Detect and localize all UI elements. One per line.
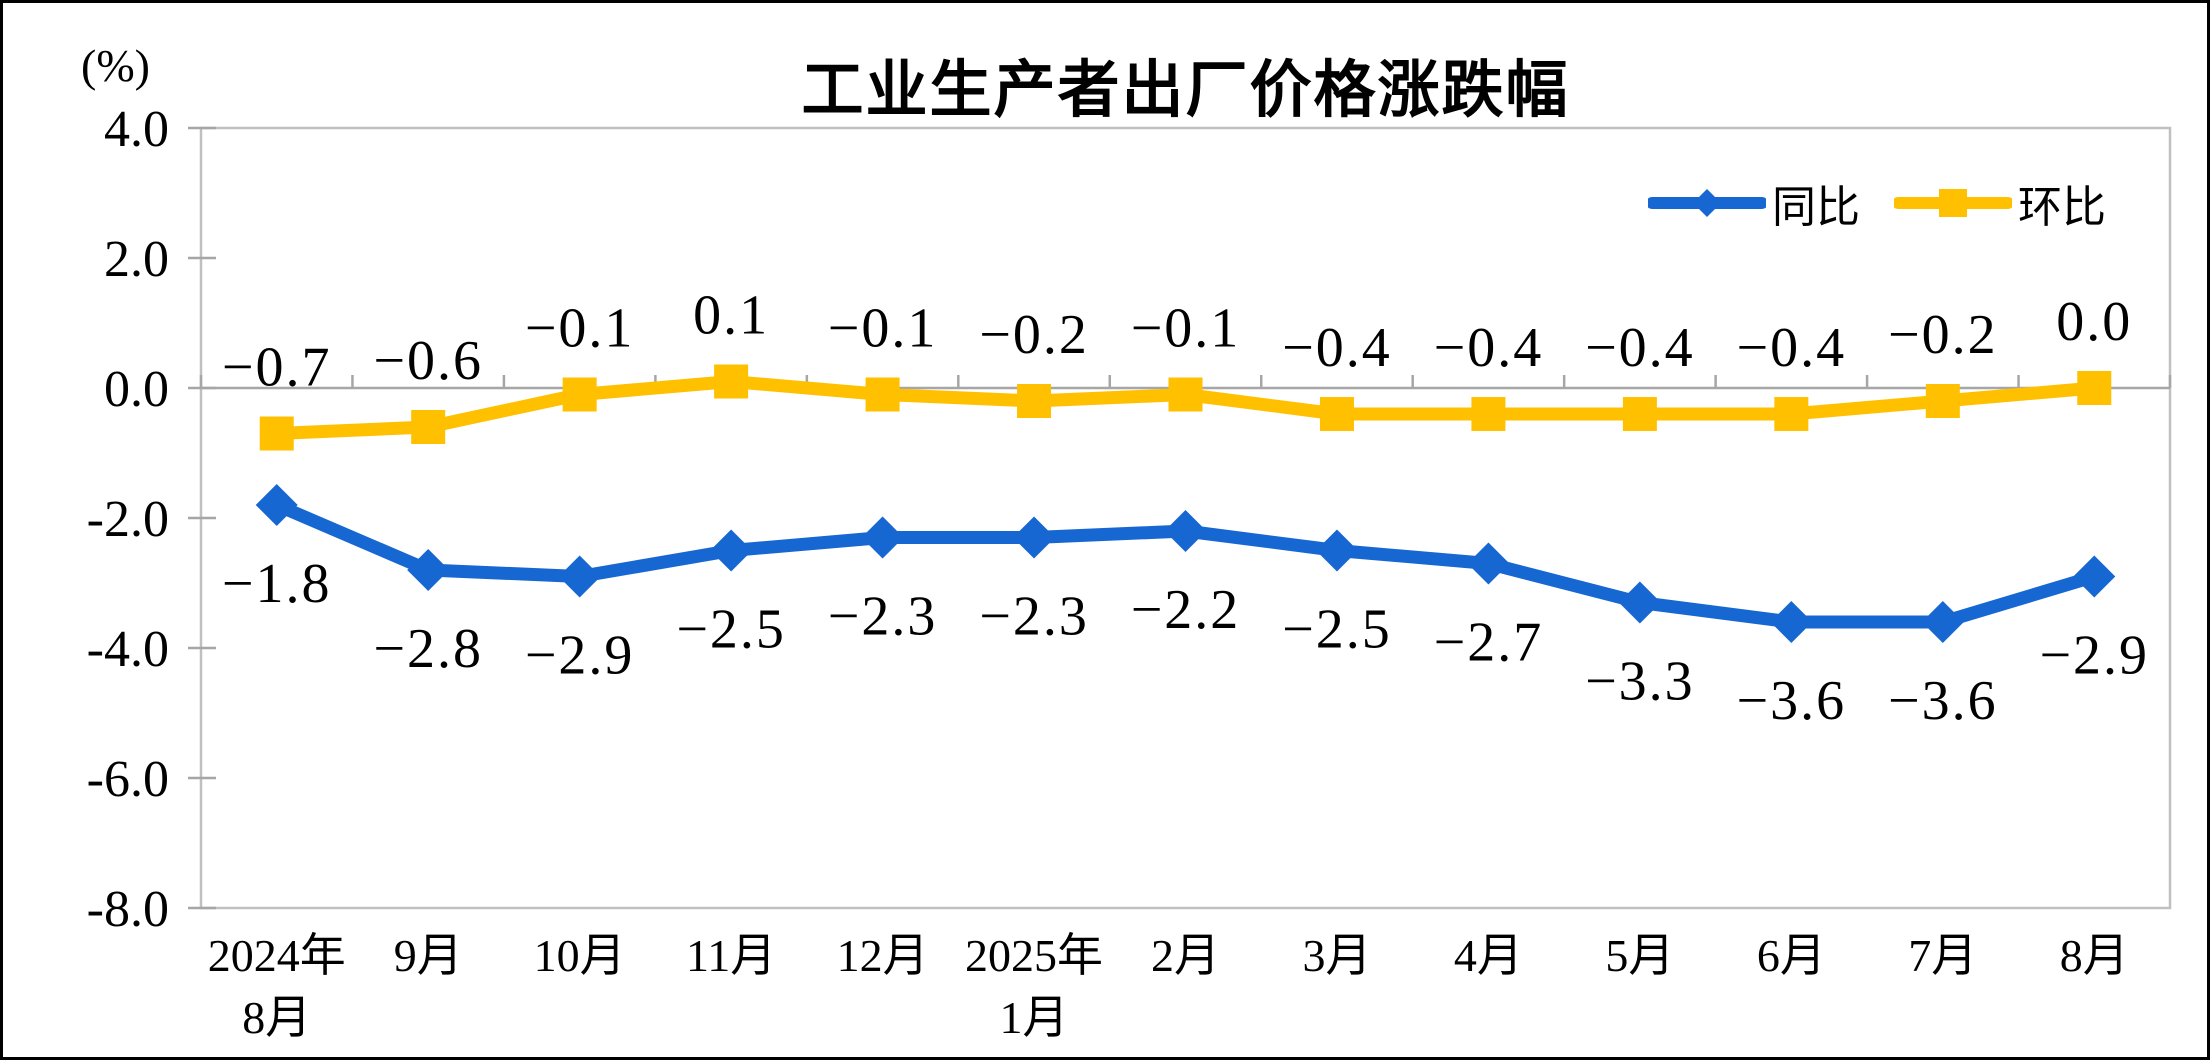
marker-square (714, 364, 749, 399)
marker-diamond (1467, 542, 1510, 585)
marker-square (1319, 397, 1354, 431)
x-axis-category-label: 12月 (837, 930, 929, 981)
data-label-环比: −0.4 (1434, 317, 1544, 379)
y-axis-tick-label: -8.0 (87, 881, 169, 938)
marker-diamond (1618, 581, 1661, 624)
marker-diamond (710, 529, 753, 572)
legend-item-yoy: 同比 (1648, 171, 1860, 235)
x-axis-category-label: 3月 (1302, 930, 1371, 981)
data-label-环比: −0.6 (373, 330, 483, 392)
x-axis-category-label: 4月 (1454, 930, 1523, 981)
y-axis-tick-label: 4.0 (104, 101, 169, 158)
data-label-同比: −2.9 (525, 625, 635, 687)
marker-square (562, 377, 597, 412)
legend-label-yoy: 同比 (1772, 183, 1860, 232)
line-square-marker-icon (1894, 189, 2012, 217)
legend-label-mom: 环比 (2018, 183, 2106, 232)
marker-square (259, 416, 294, 451)
x-axis-category-label: 9月 (394, 930, 463, 981)
data-label-环比: −0.1 (525, 298, 635, 360)
x-axis-category-label: 8月 (2060, 930, 2129, 981)
y-axis-tick-label: 0.0 (104, 361, 169, 418)
y-axis-tick-label: -6.0 (87, 751, 169, 808)
marker-square (411, 410, 446, 444)
legend: 同比 环比 (1648, 171, 2106, 235)
data-label-环比: −0.4 (1282, 317, 1392, 379)
data-label-同比: −3.6 (1737, 670, 1847, 732)
marker-diamond (861, 516, 904, 559)
y-axis-tick-label: 2.0 (104, 231, 169, 288)
marker-diamond (558, 555, 601, 598)
marker-diamond (1013, 516, 1056, 559)
y-axis-unit-label: (%) (81, 40, 150, 91)
marker-diamond (1164, 510, 1207, 552)
data-label-环比: 0.0 (2056, 291, 2132, 353)
marker-square (2077, 371, 2112, 405)
data-label-同比: −2.7 (1434, 612, 1544, 674)
data-label-环比: 0.1 (693, 285, 769, 347)
data-label-同比: −2.3 (979, 586, 1089, 648)
data-label-环比: −0.4 (1585, 317, 1695, 379)
x-axis-category-label: 6月 (1757, 930, 1826, 981)
marker-square (1622, 397, 1657, 431)
legend-item-mom: 环比 (1894, 171, 2106, 235)
marker-diamond (1770, 601, 1813, 643)
marker-diamond (2073, 555, 2116, 598)
data-label-同比: −2.9 (2039, 625, 2149, 687)
marker-square (1017, 384, 1052, 418)
line-diamond-marker-icon (1648, 189, 1766, 217)
data-label-环比: −0.7 (222, 337, 332, 399)
data-label-环比: −0.2 (979, 304, 1089, 366)
data-label-同比: −3.3 (1585, 651, 1695, 713)
data-label-同比: −2.5 (676, 599, 786, 661)
data-label-环比: −0.1 (1131, 298, 1241, 360)
marker-diamond (255, 484, 298, 526)
marker-diamond (407, 549, 450, 591)
y-axis-tick-label: -2.0 (87, 491, 169, 548)
y-axis-tick-label: -4.0 (87, 621, 169, 678)
marker-square (1471, 397, 1506, 431)
data-label-环比: −0.1 (828, 298, 938, 360)
x-axis-category-label: 7月 (1908, 930, 1977, 981)
x-axis-category-label: 5月 (1605, 930, 1674, 981)
data-label-同比: −2.3 (828, 586, 938, 648)
data-label-同比: −2.5 (1282, 599, 1392, 661)
data-label-同比: −2.2 (1131, 579, 1241, 641)
marker-square (1925, 384, 1960, 418)
data-label-同比: −3.6 (1888, 670, 1998, 732)
plot-area: 4.0 2.0 0.0 -2.0 -4.0 -6.0 -8.0 2024年 8月 9月 10月 11月… (87, 101, 2172, 1043)
x-axis-category-label: 10月 (534, 930, 626, 981)
marker-square (1774, 397, 1809, 431)
x-axis-category-label: 11月 (686, 930, 776, 981)
x-axis-category-label: 2025年 1月 (965, 930, 1103, 1043)
data-label-环比: −0.4 (1737, 317, 1847, 379)
x-axis-category-label: 2月 (1151, 930, 1220, 981)
x-axis-category-label: 2024年 8月 (208, 930, 346, 1043)
data-label-同比: −2.8 (373, 618, 483, 680)
marker-diamond (1315, 529, 1358, 572)
data-label-环比: −0.2 (1888, 304, 1998, 366)
chart-title: 工业生产者出厂价格涨跌幅 (801, 56, 1570, 125)
data-label-同比: −1.8 (222, 553, 332, 615)
marker-square (865, 377, 900, 412)
marker-diamond (1921, 601, 1964, 643)
marker-square (1168, 377, 1203, 412)
